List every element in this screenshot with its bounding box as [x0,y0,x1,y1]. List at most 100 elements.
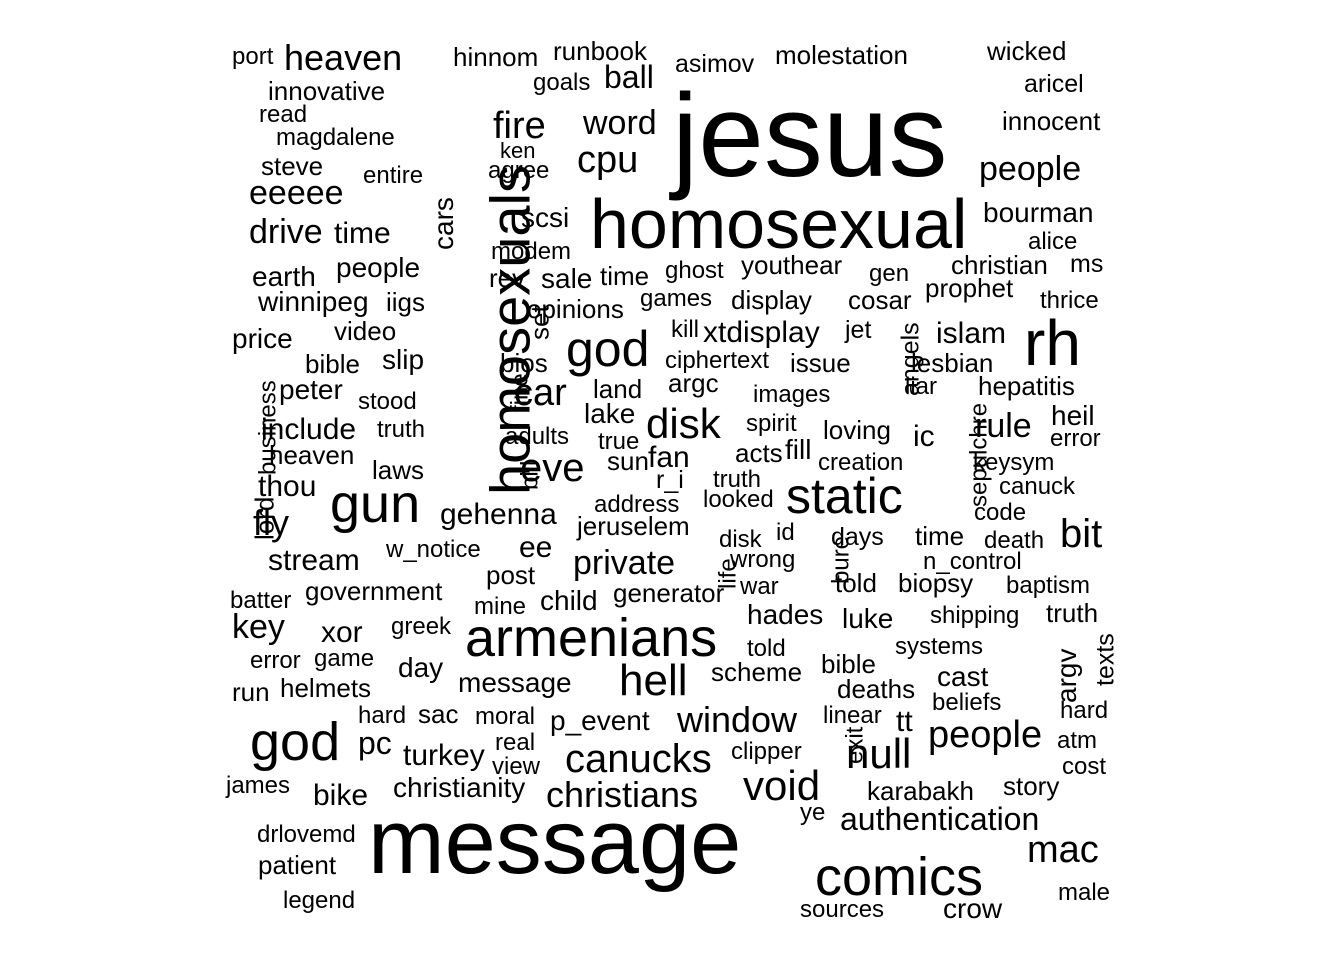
word-label: hard [358,702,406,729]
word-label: lesbian [911,348,993,378]
word-label: angels [897,322,925,396]
word-label: address [594,491,679,518]
word-label: fill [785,434,811,465]
word-label: aricel [1024,70,1084,98]
word-label: systems [895,633,983,660]
word-label: land [593,374,642,404]
word-label: canuck [999,473,1076,500]
word-label: sources [800,896,884,923]
word-label: video [334,316,396,346]
word-label: greek [391,613,452,640]
word-label: clipper [731,738,802,765]
word-label: jeruselem [576,511,690,541]
word-label: gehenna [440,498,557,531]
word-label: time [915,521,964,551]
word-label: heil [1051,400,1095,431]
word-label: jet [844,316,871,344]
word-label: static [786,468,903,524]
word-label: drive [249,213,323,251]
word-label: christian [951,250,1048,280]
word-label: prophet [925,273,1014,303]
word-label: legend [283,887,355,914]
word-label: sepulchre [966,403,993,507]
word-label: scsi [521,202,569,233]
word-label: real [495,729,535,756]
word-label: error [1050,425,1101,452]
word-label: earth [252,261,316,292]
word-label: innovative [268,76,385,106]
word-label: told [835,568,877,598]
word-label: read [259,101,307,128]
word-label: cpu [577,139,638,181]
word-label: sun [607,446,649,476]
word-label: helmets [280,673,371,703]
word-label: fly [253,502,289,543]
word-label: keysym [973,449,1054,476]
word-label: cars [428,197,459,250]
word-label: disk [719,526,763,553]
word-label: comics [815,847,983,907]
word-label: thou [258,470,316,503]
word-label: christianity [393,772,525,803]
word-label: wrong [729,546,795,573]
word-label: drlovemd [257,821,356,848]
word-label: people [928,714,1042,756]
word-label: sac [418,699,458,729]
word-label: atm [1057,727,1097,754]
word-label: issue [790,348,851,378]
word-label: mine [474,593,526,620]
word-label: youthear [741,250,843,280]
word-label: price [232,323,293,354]
word-label: biopsy [898,568,973,598]
word-label: bill [517,461,544,490]
word-label: error [250,647,301,674]
word-label: ic [913,420,935,453]
word-label: view [492,753,541,780]
word-label: exit [842,726,869,764]
word-label: agree [488,157,549,184]
word-label: baptism [1006,572,1090,599]
word-label: innocent [1002,106,1101,136]
word-label: stood [358,388,417,415]
word-label: r_i [656,466,684,494]
word-label: w_notice [385,536,481,563]
word-label: xtdisplay [703,316,820,349]
word-label: authentication [840,801,1039,837]
word-label: texts [1092,633,1120,686]
word-label: stream [268,544,360,577]
word-label: time [334,217,391,250]
word-label: eve [520,446,585,490]
word-label: spirit [746,410,797,437]
word-label: asimov [675,50,755,78]
word-label: wicked [986,36,1066,66]
word-label: iigs [386,287,425,317]
word-label: post [486,560,536,590]
word-label: life [715,558,742,589]
word-label: argc [668,368,719,398]
word-label: n_control [923,548,1022,575]
word-label: bit [1060,512,1102,556]
word-label: display [731,285,812,315]
word-label: homosexual [590,185,967,263]
word-label: day [398,652,443,683]
word-label: sale [541,263,592,294]
word-label: moral [475,703,535,730]
word-label: eeeee [249,174,344,212]
word-label: male [1058,879,1110,906]
word-label: rev [489,263,525,293]
word-label: message [368,791,741,893]
word-label: port [232,43,274,70]
word-label: ciphertext [665,347,769,374]
word-label: cast [937,661,989,692]
word-label: batter [230,587,291,614]
word-label: xor [321,616,363,649]
word-label: bios [500,348,548,378]
word-label: goals [533,69,590,96]
word-label: gen [869,260,909,287]
word-label: homosexuals [479,165,542,495]
word-label: god [250,712,340,772]
word-label: islam [936,317,1006,350]
word-label: peter [279,374,343,405]
word-label: bible [821,649,876,679]
